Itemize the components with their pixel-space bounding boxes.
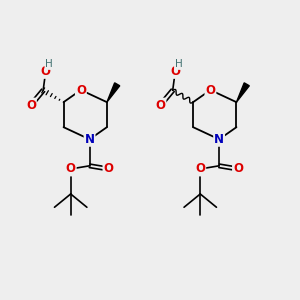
Text: O: O — [26, 99, 36, 112]
Text: O: O — [155, 99, 166, 112]
Text: H: H — [175, 59, 183, 69]
Text: N: N — [85, 133, 94, 146]
Text: O: O — [195, 163, 205, 176]
Text: O: O — [76, 83, 86, 97]
Text: O: O — [233, 163, 243, 176]
Text: O: O — [41, 65, 51, 78]
Polygon shape — [107, 83, 120, 102]
Text: O: O — [103, 163, 113, 176]
Text: H: H — [45, 59, 53, 69]
Text: O: O — [206, 83, 215, 97]
Text: O: O — [66, 163, 76, 176]
Polygon shape — [236, 83, 249, 102]
Text: N: N — [214, 133, 224, 146]
Text: O: O — [170, 65, 180, 78]
